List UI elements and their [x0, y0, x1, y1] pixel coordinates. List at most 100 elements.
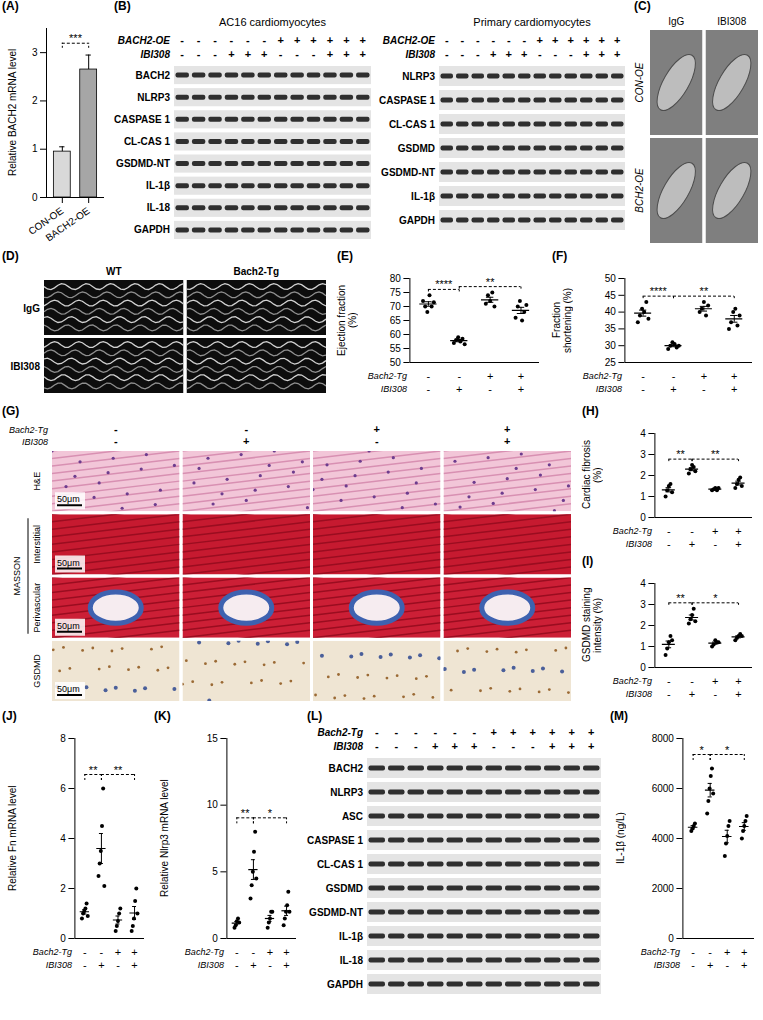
svg-text:IBI308: IBI308	[717, 16, 746, 27]
svg-text:+: +	[569, 726, 575, 738]
svg-text:-: -	[445, 48, 449, 60]
svg-text:**: **	[676, 592, 685, 604]
svg-text:Bach2-Tg: Bach2-Tg	[185, 947, 224, 957]
svg-text:4: 4	[640, 428, 646, 439]
svg-text:-: -	[116, 959, 120, 971]
svg-text:CL-CAS 1: CL-CAS 1	[317, 859, 364, 870]
svg-text:**: **	[486, 276, 495, 288]
svg-text:+: +	[487, 370, 493, 382]
svg-text:BCH2-OE: BCH2-OE	[634, 168, 645, 213]
svg-text:+: +	[490, 48, 496, 60]
svg-text:IBI308: IBI308	[596, 384, 622, 394]
svg-text:50μm: 50μm	[57, 621, 80, 631]
svg-text:0: 0	[668, 933, 674, 944]
svg-text:-: -	[472, 726, 476, 738]
svg-text:IBI308: IBI308	[654, 960, 680, 970]
svg-text:-: -	[691, 959, 695, 971]
svg-text:+: +	[504, 435, 510, 447]
svg-text:IBI308: IBI308	[198, 960, 224, 970]
svg-text:-: -	[672, 370, 676, 382]
svg-text:GSDMD-NT: GSDMD-NT	[116, 158, 170, 169]
svg-text:+: +	[506, 48, 512, 60]
svg-text:0: 0	[60, 933, 66, 944]
svg-text:+: +	[310, 34, 316, 46]
svg-text:-: -	[180, 48, 184, 60]
svg-text:-: -	[667, 538, 671, 550]
svg-text:+: +	[712, 525, 718, 537]
svg-text:Bach2-Tg: Bach2-Tg	[33, 947, 72, 957]
svg-text:+: +	[552, 34, 558, 46]
svg-text:-: -	[427, 383, 431, 395]
svg-text:+: +	[588, 726, 594, 738]
svg-text:-: -	[460, 48, 464, 60]
svg-text:+: +	[549, 726, 555, 738]
svg-text:-: -	[252, 946, 256, 958]
svg-text:Perivascular: Perivascular	[32, 583, 42, 633]
svg-text:60: 60	[390, 329, 402, 340]
svg-text:+: +	[707, 959, 713, 971]
svg-text:-: -	[667, 688, 671, 700]
svg-text:75: 75	[390, 287, 402, 298]
svg-text:GSDMD: GSDMD	[32, 654, 42, 688]
svg-text:6000: 6000	[652, 783, 675, 794]
svg-text:IBI308: IBI308	[22, 437, 48, 447]
svg-text:*: *	[713, 592, 718, 604]
svg-text:-: -	[114, 423, 118, 435]
svg-text:-: -	[492, 740, 496, 752]
svg-text:3: 3	[640, 599, 646, 610]
svg-text:4: 4	[60, 833, 66, 844]
svg-text:-: -	[690, 525, 694, 537]
svg-text:25: 25	[605, 357, 617, 368]
svg-text:+: +	[689, 538, 695, 550]
svg-text:-: -	[375, 435, 379, 447]
svg-text:+: +	[374, 423, 380, 435]
svg-text:+: +	[537, 34, 543, 46]
svg-text:CL-CAS 1: CL-CAS 1	[124, 136, 171, 147]
svg-text:-: -	[488, 383, 492, 395]
svg-text:GSDMD: GSDMD	[326, 883, 363, 894]
svg-text:-: -	[268, 959, 272, 971]
svg-text:AC16 cardiomyocytes: AC16 cardiomyocytes	[219, 16, 326, 28]
svg-text:+: +	[452, 740, 458, 752]
svg-text:1: 1	[32, 143, 38, 154]
svg-text:+: +	[518, 370, 524, 382]
svg-text:***: ***	[69, 32, 83, 44]
svg-text:0: 0	[640, 662, 646, 673]
svg-text:+: +	[521, 48, 527, 60]
svg-text:+: +	[283, 946, 289, 958]
svg-text:+: +	[583, 48, 589, 60]
svg-text:**: **	[89, 764, 98, 776]
svg-text:40: 40	[605, 306, 617, 317]
svg-text:CASPASE 1: CASPASE 1	[379, 95, 435, 106]
svg-text:+: +	[115, 946, 121, 958]
svg-text:-: -	[553, 48, 557, 60]
svg-text:Bach2-Tg: Bach2-Tg	[641, 947, 680, 957]
svg-text:BACH2: BACH2	[329, 763, 364, 774]
svg-text:-: -	[83, 959, 87, 971]
svg-text:1: 1	[640, 491, 646, 502]
svg-text:+: +	[471, 740, 477, 752]
svg-text:Bach2-Tg: Bach2-Tg	[368, 371, 407, 381]
svg-text:-: -	[445, 34, 449, 46]
svg-text:-: -	[230, 34, 234, 46]
svg-text:BACH2-OE: BACH2-OE	[383, 35, 436, 46]
svg-text:*: *	[700, 744, 705, 756]
svg-text:GSDMD-NT: GSDMD-NT	[309, 907, 363, 918]
svg-text:**: **	[676, 448, 685, 460]
svg-text:-: -	[197, 34, 201, 46]
svg-text:**: **	[114, 764, 123, 776]
svg-text:70: 70	[390, 301, 402, 312]
svg-text:BACH2-OE: BACH2-OE	[43, 205, 91, 243]
svg-text:IBI308: IBI308	[46, 960, 72, 970]
svg-text:-: -	[213, 34, 217, 46]
svg-text:+: +	[283, 959, 289, 971]
svg-text:-: -	[641, 383, 645, 395]
svg-text:IgG: IgG	[23, 303, 40, 314]
svg-text:+: +	[327, 34, 333, 46]
svg-text:-: -	[244, 423, 248, 435]
svg-text:45: 45	[605, 290, 617, 301]
svg-text:IBI308: IBI308	[381, 384, 407, 394]
svg-text:65: 65	[390, 315, 402, 326]
svg-text:**: **	[711, 448, 720, 460]
svg-text:Interstitial: Interstitial	[32, 525, 42, 564]
